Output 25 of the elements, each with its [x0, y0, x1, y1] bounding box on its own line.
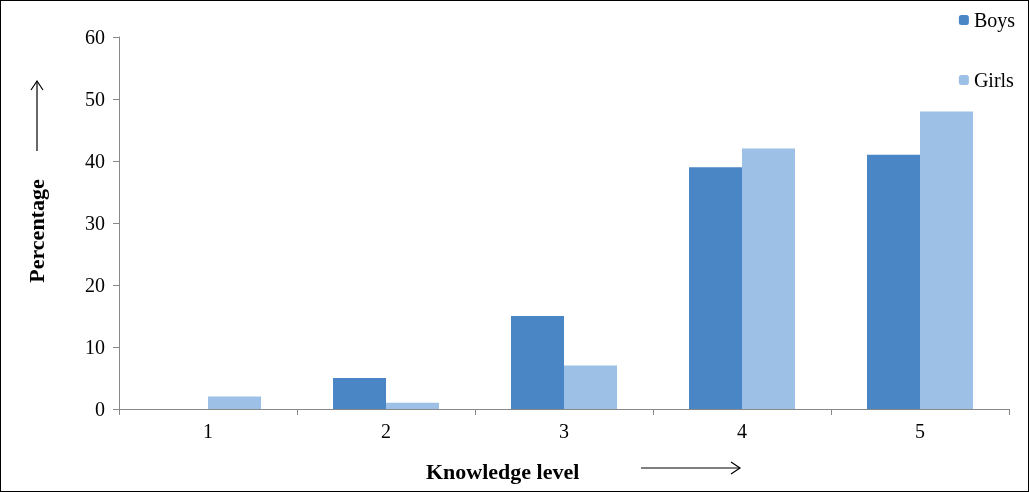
x-tick-label: 5 [915, 420, 925, 442]
x-tick-label: 4 [737, 420, 747, 442]
bar [742, 148, 795, 409]
x-tick-label: 1 [203, 420, 213, 442]
y-tick-label: 60 [85, 26, 105, 48]
bar [333, 378, 386, 409]
legend-label: Girls [973, 69, 1015, 91]
y-tick-label: 0 [95, 398, 105, 420]
x-tick-label: 2 [381, 420, 391, 442]
x-axis-title: Knowledge level [426, 459, 580, 485]
y-axis-title: Percentage [24, 179, 50, 283]
y-tick-label: 40 [85, 150, 105, 172]
y-tick-label: 50 [85, 88, 105, 110]
bar [689, 167, 742, 409]
bar [386, 402, 439, 409]
bar [208, 396, 261, 409]
legend-label: Boys [973, 9, 1016, 32]
bar [867, 154, 920, 409]
y-tick-label: 10 [85, 336, 105, 358]
bar [511, 316, 564, 409]
y-tick-label: 30 [85, 212, 105, 234]
y-tick-label: 20 [85, 274, 105, 296]
x-tick-label: 3 [559, 420, 569, 442]
bar [564, 365, 617, 409]
bar [920, 111, 973, 409]
